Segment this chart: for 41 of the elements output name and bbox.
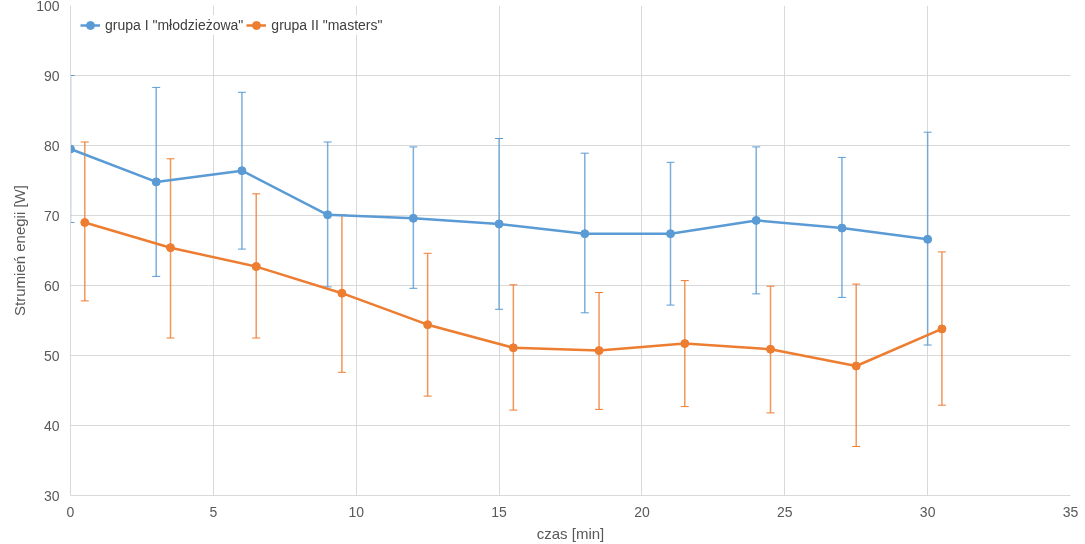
y-axis-title: Strumień enegii [W] <box>11 185 29 316</box>
point <box>851 361 861 371</box>
x-tick-label: 10 <box>348 503 365 520</box>
point <box>237 166 247 176</box>
x-tick-label: 0 <box>66 503 75 520</box>
point <box>594 346 604 356</box>
y-tick-label: 100 <box>36 0 60 14</box>
point <box>251 262 261 272</box>
x-tick-label: 30 <box>919 503 936 520</box>
point <box>80 218 90 227</box>
point <box>151 177 161 187</box>
y-tick-label: 70 <box>43 207 60 224</box>
point <box>508 343 518 353</box>
y-tick-label: 90 <box>43 67 60 84</box>
y-tick-label: 40 <box>43 417 60 434</box>
y-tick-label: 50 <box>43 347 60 364</box>
point <box>837 223 847 233</box>
point <box>337 288 347 298</box>
point <box>166 243 175 253</box>
point <box>423 320 433 330</box>
legend-label: grupa I "młodzieżowa" <box>105 17 244 33</box>
point <box>680 339 690 349</box>
x-tick-label: 20 <box>634 503 650 520</box>
point <box>923 234 933 244</box>
point <box>580 229 590 239</box>
x-tick-label: 15 <box>491 503 508 520</box>
point <box>494 219 504 229</box>
x-tick-label: 5 <box>209 503 218 520</box>
point <box>408 213 418 223</box>
point <box>937 324 947 334</box>
x-tick-label: 25 <box>777 503 793 520</box>
x-axis-title: czas [min] <box>536 524 605 542</box>
point <box>323 210 333 220</box>
legend-label: grupa II "masters" <box>271 17 383 33</box>
y-tick-label: 30 <box>43 487 60 504</box>
point <box>751 215 761 225</box>
point <box>766 344 775 354</box>
y-tick-label: 60 <box>43 277 60 294</box>
point <box>666 229 675 239</box>
x-tick-label: 35 <box>1062 503 1079 520</box>
y-tick-label: 80 <box>43 137 60 154</box>
